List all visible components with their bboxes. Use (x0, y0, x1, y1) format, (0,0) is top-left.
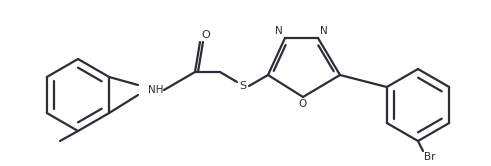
Text: N: N (275, 26, 283, 36)
Text: NH: NH (148, 85, 164, 95)
Text: O: O (201, 30, 210, 40)
Text: O: O (299, 99, 307, 109)
Text: S: S (240, 81, 246, 91)
Text: Br: Br (424, 152, 436, 162)
Text: N: N (320, 26, 328, 36)
